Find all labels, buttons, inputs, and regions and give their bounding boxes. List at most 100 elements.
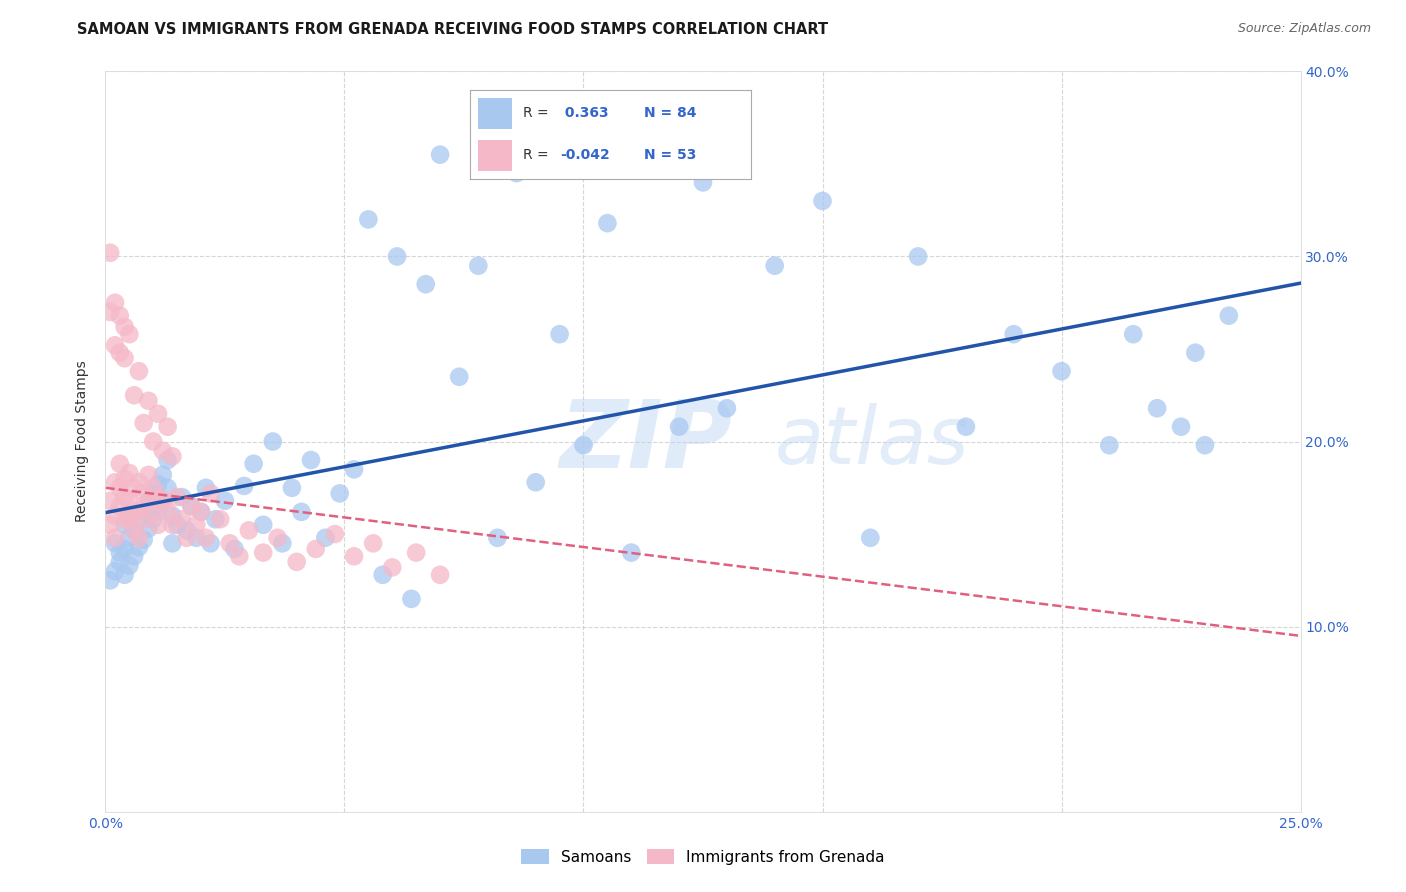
Point bbox=[114, 512, 136, 526]
Point bbox=[108, 309, 131, 323]
Y-axis label: Receiving Food Stamps: Receiving Food Stamps bbox=[76, 360, 90, 523]
Point bbox=[1122, 327, 1144, 342]
Point bbox=[132, 505, 155, 519]
Point bbox=[138, 493, 160, 508]
Point bbox=[98, 245, 121, 260]
Point bbox=[104, 531, 127, 545]
Point bbox=[108, 457, 131, 471]
Point bbox=[104, 338, 127, 352]
Point bbox=[142, 505, 165, 519]
Point bbox=[128, 540, 150, 554]
Point bbox=[132, 416, 155, 430]
Point bbox=[385, 250, 408, 264]
Point bbox=[242, 457, 264, 471]
Point bbox=[146, 517, 169, 532]
Point bbox=[620, 545, 643, 560]
Point bbox=[548, 327, 571, 342]
Point bbox=[98, 305, 121, 319]
Point bbox=[266, 531, 288, 545]
Point bbox=[108, 345, 131, 359]
Point bbox=[218, 536, 240, 550]
Point bbox=[146, 477, 169, 491]
Point bbox=[186, 517, 208, 532]
Point bbox=[907, 250, 929, 264]
Point bbox=[209, 512, 232, 526]
Point bbox=[108, 555, 131, 569]
Point bbox=[644, 129, 666, 144]
Point bbox=[132, 533, 155, 547]
Point bbox=[194, 481, 217, 495]
Point bbox=[118, 493, 141, 508]
Point bbox=[114, 351, 136, 366]
Point bbox=[505, 166, 527, 180]
Point bbox=[200, 486, 222, 500]
Point bbox=[811, 194, 834, 208]
Legend: Samoans, Immigrants from Grenada: Samoans, Immigrants from Grenada bbox=[515, 843, 891, 871]
Point bbox=[146, 490, 169, 504]
Point bbox=[128, 503, 150, 517]
Point bbox=[156, 453, 179, 467]
Point bbox=[252, 517, 274, 532]
Point bbox=[1146, 401, 1168, 416]
Point bbox=[361, 536, 384, 550]
Point bbox=[162, 508, 184, 523]
Point bbox=[104, 508, 127, 523]
Point bbox=[1194, 438, 1216, 452]
Point bbox=[429, 147, 451, 161]
Point bbox=[271, 536, 294, 550]
Point bbox=[152, 493, 174, 508]
Point bbox=[152, 493, 174, 508]
Point bbox=[156, 505, 179, 519]
Point bbox=[323, 527, 346, 541]
Point bbox=[132, 486, 155, 500]
Point bbox=[859, 531, 882, 545]
Point bbox=[146, 407, 169, 421]
Point bbox=[716, 401, 738, 416]
Point bbox=[204, 512, 226, 526]
Point bbox=[1098, 438, 1121, 452]
Point bbox=[138, 522, 160, 536]
Point bbox=[572, 438, 595, 452]
Point bbox=[142, 512, 165, 526]
Point bbox=[955, 419, 977, 434]
Point bbox=[122, 549, 145, 564]
Point bbox=[156, 419, 179, 434]
Point bbox=[128, 512, 150, 526]
Point bbox=[214, 493, 236, 508]
Point bbox=[162, 517, 184, 532]
Point bbox=[668, 419, 690, 434]
Point bbox=[118, 466, 141, 480]
Point bbox=[156, 481, 179, 495]
Text: ZIP: ZIP bbox=[560, 395, 733, 488]
Point bbox=[299, 453, 322, 467]
Point bbox=[596, 216, 619, 230]
Point bbox=[281, 481, 304, 495]
Point bbox=[285, 555, 308, 569]
Point bbox=[1002, 327, 1025, 342]
Point bbox=[142, 481, 165, 495]
Point bbox=[114, 490, 136, 504]
Point bbox=[692, 175, 714, 190]
Point bbox=[118, 512, 141, 526]
Point bbox=[343, 462, 366, 476]
Point bbox=[118, 531, 141, 545]
Point bbox=[142, 486, 165, 500]
Point bbox=[108, 481, 131, 495]
Point bbox=[118, 327, 141, 342]
Point bbox=[114, 567, 136, 582]
Point bbox=[449, 369, 471, 384]
Point bbox=[138, 467, 160, 482]
Point bbox=[142, 434, 165, 449]
Point bbox=[186, 531, 208, 545]
Point bbox=[415, 277, 437, 292]
Point bbox=[170, 512, 193, 526]
Point bbox=[98, 517, 121, 532]
Point bbox=[152, 443, 174, 458]
Point bbox=[152, 467, 174, 482]
Point bbox=[176, 524, 198, 538]
Point bbox=[238, 524, 260, 538]
Point bbox=[401, 591, 423, 606]
Point bbox=[114, 541, 136, 556]
Point bbox=[314, 531, 336, 545]
Point bbox=[262, 434, 284, 449]
